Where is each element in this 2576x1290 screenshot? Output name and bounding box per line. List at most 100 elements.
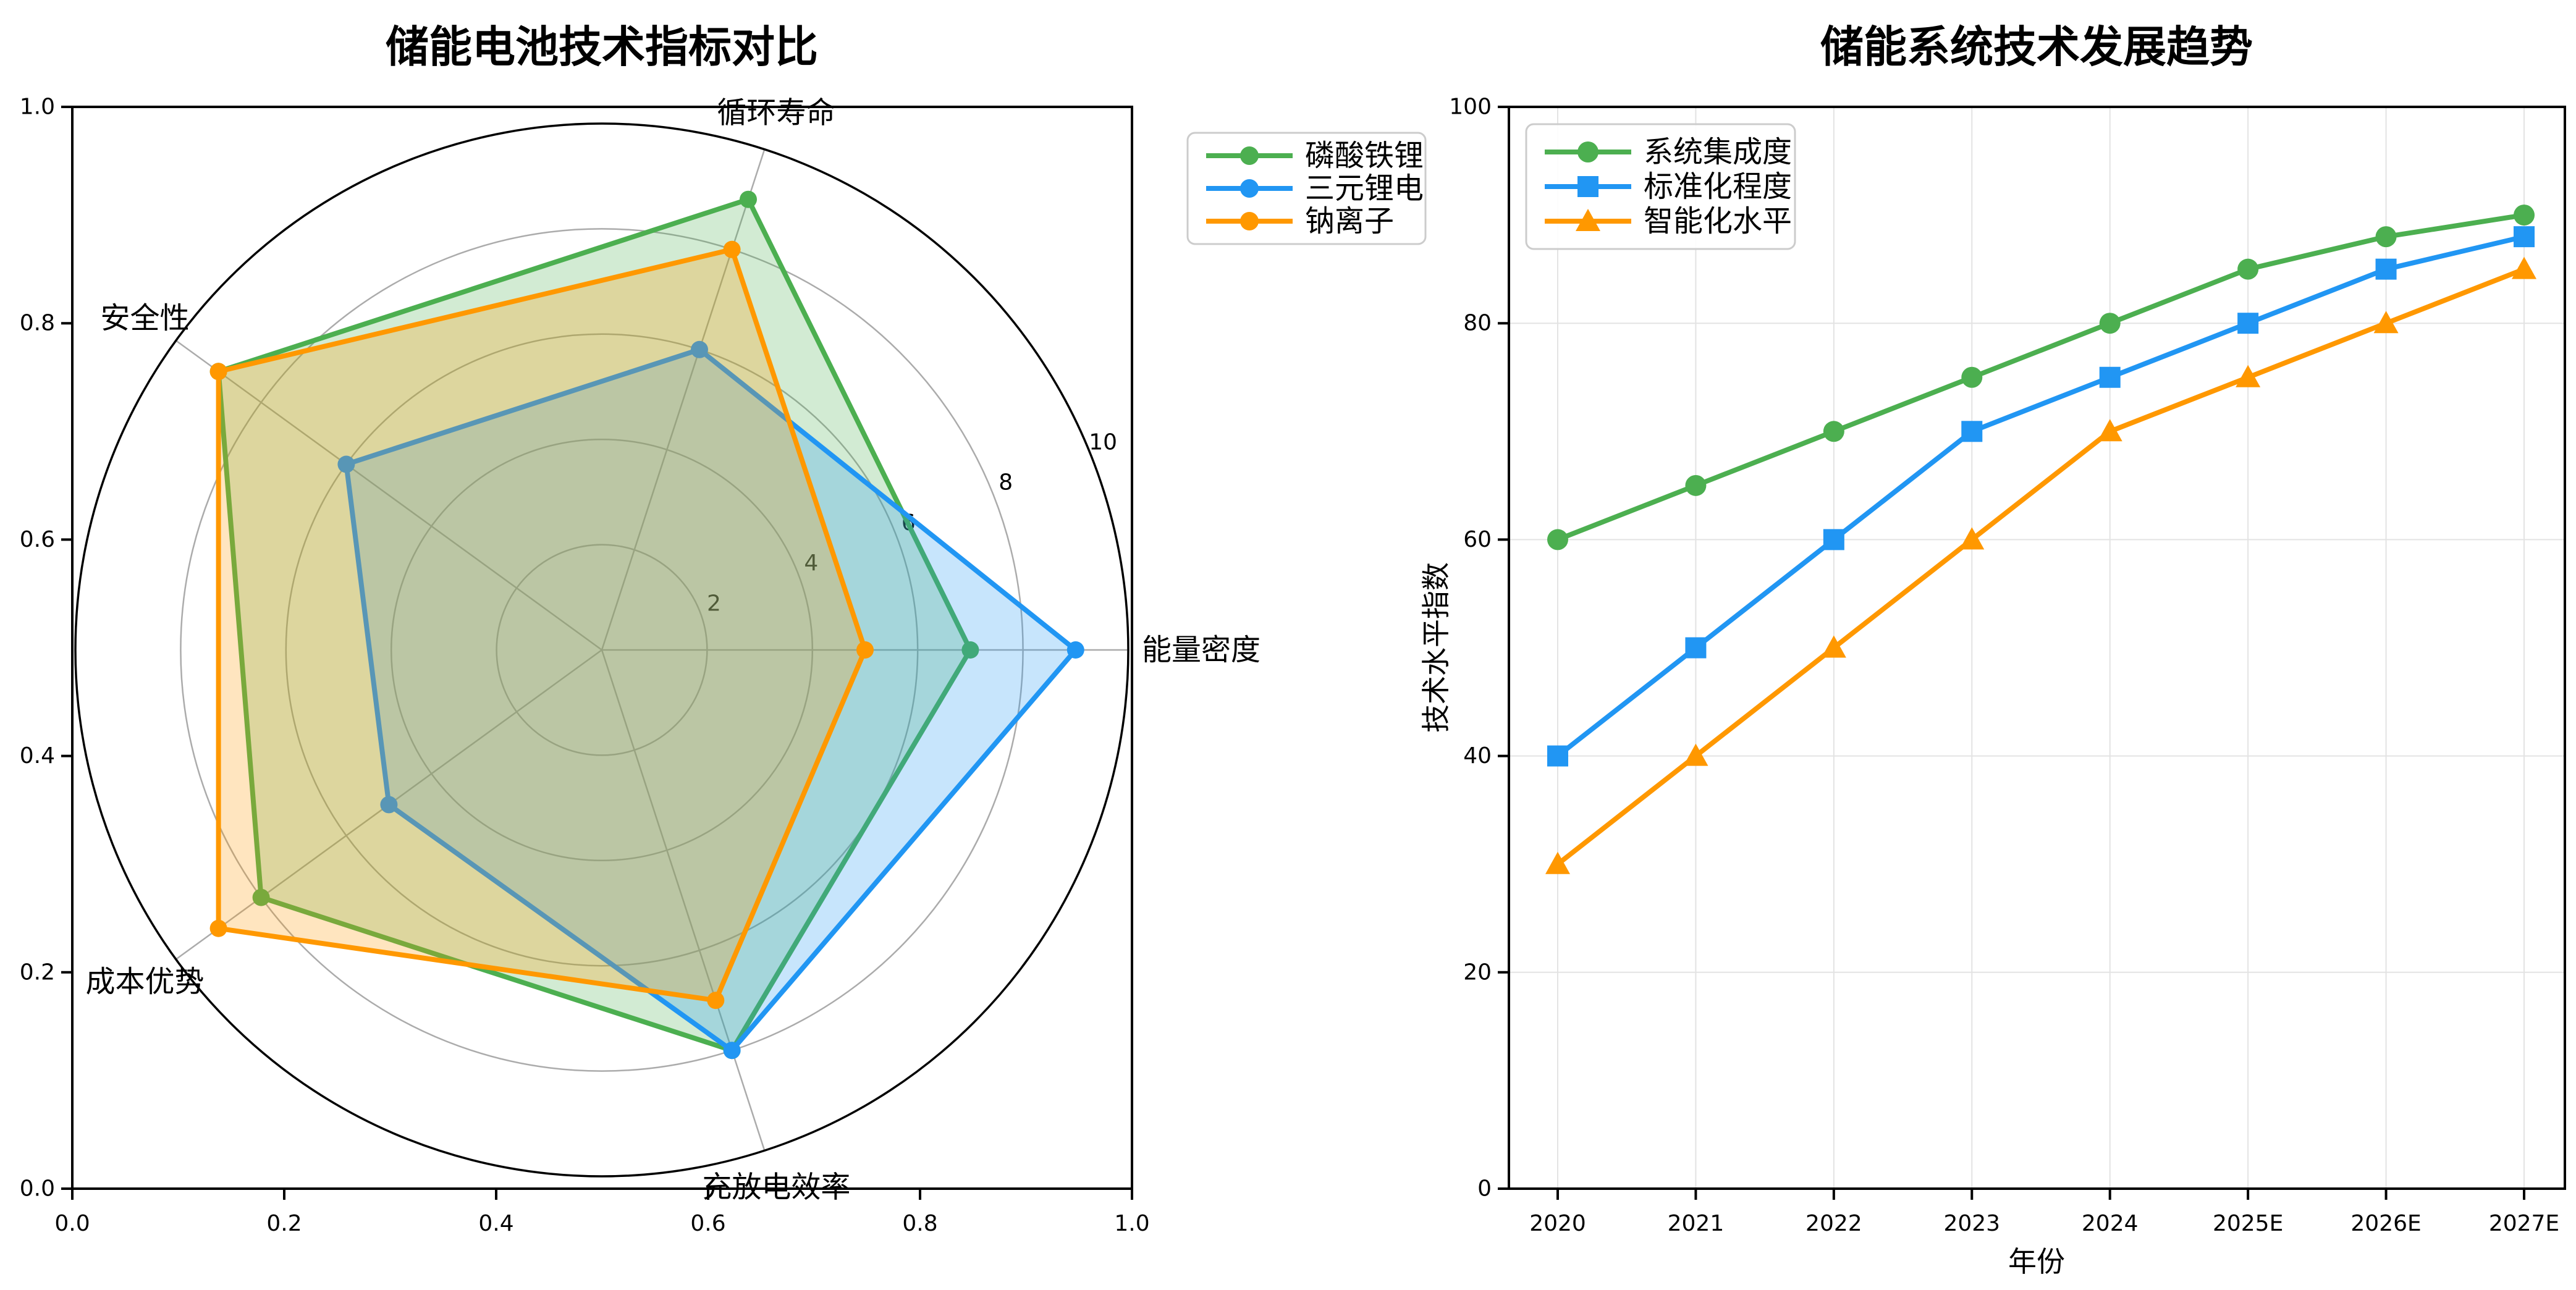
line-chart-xlabel: 年份 bbox=[2008, 1245, 2065, 1278]
y-tick-label: 1.0 bbox=[20, 95, 55, 120]
y-tick-label: 0.8 bbox=[20, 311, 55, 336]
x-tick-label: 0.6 bbox=[690, 1211, 725, 1236]
line-marker-square bbox=[1685, 637, 1707, 659]
legend-item-label: 磷酸铁锂 bbox=[1305, 138, 1424, 173]
legend-item-磷酸铁锂: 磷酸铁锂 bbox=[1206, 138, 1424, 173]
y-tick-label: 40 bbox=[1463, 743, 1492, 769]
radar-marker bbox=[337, 455, 355, 473]
radar-category-label: 安全性 bbox=[101, 301, 190, 335]
line-marker-circle bbox=[1961, 366, 1983, 388]
line-marker-square bbox=[2099, 366, 2121, 388]
line-marker-triangle bbox=[1821, 635, 1846, 658]
radar-series-2-polygon bbox=[216, 247, 868, 1003]
radar-marker bbox=[1066, 641, 1084, 659]
line-marker-circle bbox=[1547, 529, 1568, 550]
line-chart-ylabel: 技术水平指数 bbox=[1419, 562, 1453, 733]
radar-marker bbox=[723, 1042, 741, 1060]
line-marker-circle bbox=[1823, 421, 1844, 442]
radar-outer-x-ticks: 0.0 0.2 0.4 0.6 0.8 1.0 bbox=[54, 1189, 1150, 1236]
line-marker-circle bbox=[1685, 474, 1707, 496]
x-tick-label: 0.8 bbox=[902, 1211, 937, 1236]
legend-item-智能化水平: 智能化水平 bbox=[1545, 204, 1792, 238]
line-series-0-path bbox=[1556, 213, 2525, 542]
legend-item-标准化程度: 标准化程度 bbox=[1545, 169, 1792, 204]
legend-marker-circle bbox=[1577, 141, 1598, 162]
x-tick-label: 2021 bbox=[1668, 1211, 1725, 1236]
y-tick-label: 0.4 bbox=[20, 743, 55, 769]
line-marker-triangle bbox=[2236, 365, 2261, 387]
line-marker-square bbox=[1547, 745, 1568, 767]
legend-item-三元锂电: 三元锂电 bbox=[1206, 171, 1424, 206]
y-tick-label: 0 bbox=[1477, 1176, 1492, 1202]
line-marker-circle bbox=[2099, 313, 2121, 334]
radar-marker bbox=[209, 363, 227, 381]
radar-plot-area: 0.0 0.2 0.4 0.6 0.8 1.00.00.20.40.60.81.02468… bbox=[20, 95, 1261, 1237]
line-marker-circle bbox=[2514, 204, 2535, 226]
radar-spoke bbox=[175, 340, 602, 651]
radar-outer-y-ticks: 0.0 0.2 0.4 0.6 0.8 1.0 bbox=[20, 95, 72, 1202]
radar-marker bbox=[380, 796, 398, 814]
radar-series-1-polygon bbox=[344, 347, 1078, 1053]
y-tick-label: 0.0 bbox=[20, 1176, 55, 1202]
legend-item-label: 标准化程度 bbox=[1644, 169, 1792, 204]
radar-frame bbox=[71, 106, 1133, 1190]
radar-spoke bbox=[601, 149, 766, 651]
line-x-ticks: 2020 2021 2022 2023 2024 2025E 2026E 2027E bbox=[1529, 1189, 2559, 1236]
line-plot-area: 2020 2021 2022 2023 2024 2025E 2026E 2027E 0 20 40… bbox=[1449, 95, 2566, 1236]
line-gridlines bbox=[1509, 106, 2565, 1189]
legend-marker-circle bbox=[1240, 179, 1259, 198]
radar-rtick-label: 10 bbox=[1089, 430, 1117, 455]
radar-grid bbox=[74, 122, 1130, 1178]
radar-rtick-label: 8 bbox=[999, 470, 1013, 495]
x-tick-label: 2020 bbox=[1529, 1211, 1586, 1236]
x-tick-label: 2026E bbox=[2350, 1211, 2421, 1236]
radar-series-2-markers bbox=[209, 240, 874, 1010]
legend-marker-triangle bbox=[1576, 209, 1600, 231]
radar-marker bbox=[856, 641, 874, 659]
line-marker-square bbox=[2375, 258, 2397, 280]
line-marker-square bbox=[1823, 529, 1844, 550]
line-y-ticks: 0 20 40 60 80 100 bbox=[1449, 95, 1509, 1202]
x-tick-label: 0.2 bbox=[266, 1211, 302, 1236]
line-marker-circle bbox=[2375, 226, 2397, 248]
line-marker-square bbox=[1961, 421, 1983, 442]
line-marker-triangle bbox=[1683, 743, 1708, 766]
radar-marker bbox=[209, 919, 227, 937]
legend-item-label: 系统集成度 bbox=[1644, 135, 1792, 169]
x-tick-label: 2027E bbox=[2489, 1211, 2559, 1236]
radar-marker bbox=[961, 641, 979, 659]
line-marker-square bbox=[2237, 313, 2259, 334]
line-chart-title: 储能系统技术发展趋势 bbox=[1820, 22, 2253, 72]
line-series-1-markers bbox=[1547, 226, 2535, 767]
x-tick-label: 2022 bbox=[1805, 1211, 1862, 1236]
radar-category-label: 循环寿命 bbox=[717, 96, 835, 130]
y-tick-label: 0.2 bbox=[20, 959, 55, 985]
y-tick-label: 80 bbox=[1463, 311, 1492, 336]
radar-outer-circle bbox=[74, 122, 1130, 1178]
radar-spoke bbox=[601, 649, 766, 1151]
legend-item-label: 钠离子 bbox=[1305, 204, 1394, 238]
x-tick-label: 0.4 bbox=[478, 1211, 513, 1236]
radar-chart-title: 储能电池技术指标对比 bbox=[386, 22, 818, 72]
line-marker-triangle bbox=[1545, 851, 1570, 874]
line-series-1-path bbox=[1556, 234, 2525, 758]
y-tick-label: 20 bbox=[1463, 959, 1492, 985]
line-marker-circle bbox=[2237, 258, 2259, 280]
legend-item-钠离子: 钠离子 bbox=[1206, 204, 1394, 238]
radar-category-label: 充放电效率 bbox=[702, 1170, 850, 1204]
radar-marker bbox=[252, 888, 270, 906]
line-marker-square bbox=[2514, 226, 2535, 248]
radar-chart: 储能电池技术指标对比 0.0 0.2 0.4 0.6 0.8 1.00.00.20.40.… bbox=[20, 22, 1427, 1237]
x-tick-label: 2024 bbox=[2082, 1211, 2139, 1236]
x-tick-label: 2025E bbox=[2213, 1211, 2283, 1236]
x-tick-label: 2023 bbox=[1943, 1211, 2000, 1236]
line-series-0-markers bbox=[1547, 204, 2535, 550]
radar-rtick-label: 4 bbox=[804, 550, 818, 576]
x-tick-label: 1.0 bbox=[1114, 1211, 1149, 1236]
radar-series-1-markers bbox=[337, 340, 1084, 1060]
radar-marker bbox=[707, 992, 725, 1010]
